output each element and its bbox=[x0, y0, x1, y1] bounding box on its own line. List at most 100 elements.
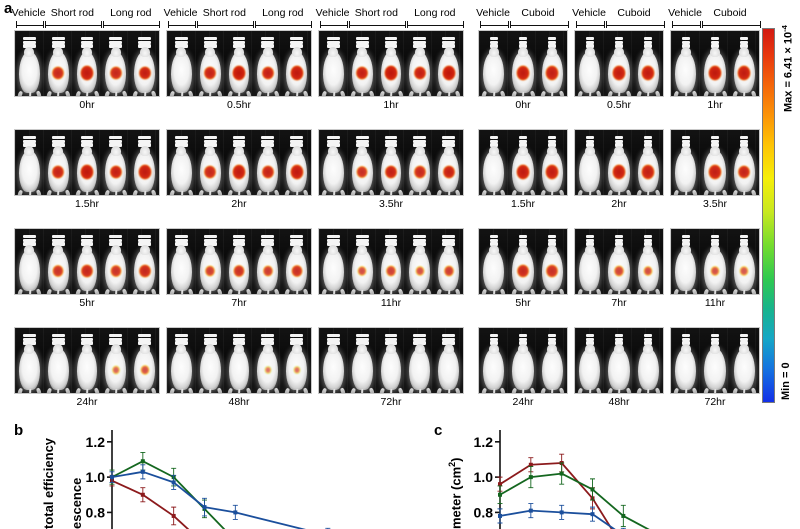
mouse-tail bbox=[521, 190, 525, 195]
mouse-body bbox=[733, 150, 755, 193]
mouse-image bbox=[731, 344, 757, 393]
cage-marker bbox=[22, 139, 36, 143]
cage-marker bbox=[355, 238, 369, 242]
mouse-head bbox=[584, 344, 595, 355]
cage-marker bbox=[355, 242, 369, 246]
mouse-body bbox=[380, 249, 402, 292]
cage-marker bbox=[548, 143, 557, 147]
cage-marker bbox=[51, 242, 65, 246]
group-bracket bbox=[701, 21, 761, 28]
scan-tile bbox=[14, 129, 160, 196]
mouse-body bbox=[608, 348, 630, 391]
scan-tile bbox=[574, 30, 664, 97]
cage-marker bbox=[203, 337, 217, 341]
mouse-tail bbox=[521, 289, 525, 294]
group-label: Long rod bbox=[262, 7, 304, 19]
mouse-body bbox=[579, 348, 601, 391]
mouse-tail bbox=[588, 91, 591, 96]
timepoint-label: 1.5hr bbox=[75, 198, 99, 210]
cage-marker bbox=[80, 242, 94, 246]
mouse-image bbox=[168, 344, 194, 393]
mouse-tail bbox=[447, 190, 450, 195]
mouse-image bbox=[255, 344, 281, 393]
mouse-head bbox=[517, 344, 529, 355]
mouse-head bbox=[739, 245, 750, 256]
mouse-tail bbox=[588, 190, 591, 195]
timepoint-label: 72hr bbox=[704, 396, 726, 408]
mouse-head bbox=[739, 146, 750, 157]
cage-marker bbox=[80, 143, 94, 147]
cage-marker bbox=[51, 341, 65, 345]
cage-marker bbox=[711, 238, 719, 242]
scan-tile bbox=[670, 129, 760, 196]
mouse-tail bbox=[85, 388, 89, 393]
mouse-head bbox=[24, 146, 35, 157]
cage-marker bbox=[290, 143, 304, 147]
mouse-head bbox=[443, 146, 454, 157]
group-bracket bbox=[479, 21, 509, 28]
mouse-image bbox=[226, 245, 252, 294]
cage-marker bbox=[548, 334, 557, 338]
scan-tile bbox=[574, 228, 664, 295]
group-header-row: Vehicle Cuboid Vehicle Cuboid Vehicle Cuboid bbox=[476, 8, 761, 30]
cage-marker bbox=[740, 242, 749, 246]
cage-marker bbox=[644, 242, 653, 246]
cage-marker bbox=[413, 334, 427, 338]
colorbar-max-exponent: -4 bbox=[780, 25, 789, 32]
cage-marker bbox=[519, 341, 527, 345]
cage-marker bbox=[740, 235, 749, 239]
group-label: Short rod bbox=[202, 7, 246, 19]
mouse-image bbox=[74, 47, 100, 96]
data-point bbox=[621, 513, 626, 518]
mouse-body bbox=[541, 249, 563, 292]
mouse-image bbox=[16, 245, 42, 294]
mouse-body bbox=[105, 348, 127, 391]
mouse-body bbox=[733, 249, 755, 292]
mouse-tail bbox=[713, 91, 717, 96]
cage-marker bbox=[109, 143, 123, 147]
group-bracket bbox=[319, 21, 348, 28]
mouse-image bbox=[606, 344, 632, 393]
cage-marker bbox=[519, 136, 527, 140]
mouse-head bbox=[234, 146, 244, 157]
mouse-head bbox=[291, 47, 302, 58]
mouse-head bbox=[82, 245, 92, 256]
timepoint-label: 7hr bbox=[231, 297, 247, 309]
mouse-body bbox=[512, 150, 534, 193]
mouse-tail bbox=[684, 289, 687, 294]
mouse-image bbox=[255, 146, 281, 195]
cage-marker bbox=[413, 37, 427, 41]
cage-marker bbox=[615, 44, 623, 48]
mouse-head bbox=[443, 245, 454, 256]
mouse-image bbox=[45, 344, 71, 393]
cage-marker bbox=[290, 235, 304, 239]
mouse-body bbox=[286, 51, 307, 94]
mouse-tail bbox=[237, 388, 241, 393]
group-bracket bbox=[509, 21, 569, 28]
cage-marker bbox=[711, 341, 719, 345]
mouse-image bbox=[672, 146, 699, 195]
mouse-body bbox=[171, 348, 192, 391]
cage-marker bbox=[681, 337, 690, 341]
cage-marker bbox=[711, 37, 719, 41]
cage-marker bbox=[585, 238, 594, 242]
cage-marker bbox=[548, 238, 557, 242]
panel-letter-b: b bbox=[14, 422, 24, 439]
cage-marker bbox=[615, 238, 623, 242]
cage-marker bbox=[442, 341, 456, 345]
cage-marker bbox=[326, 44, 340, 48]
mouse-body bbox=[228, 249, 250, 292]
cage-marker bbox=[80, 139, 94, 143]
mouse-image bbox=[378, 146, 404, 195]
cage-marker bbox=[585, 235, 594, 239]
mouse-body bbox=[675, 150, 697, 193]
mouse-head bbox=[443, 344, 454, 355]
scan-tile bbox=[478, 228, 568, 295]
cage-marker bbox=[644, 40, 653, 44]
mouse-image bbox=[731, 245, 757, 294]
timepoint-label: 24hr bbox=[512, 396, 534, 408]
mouse-head bbox=[357, 146, 368, 157]
mouse-body bbox=[704, 51, 726, 94]
mouse-tail bbox=[237, 289, 241, 294]
cage-marker bbox=[442, 334, 456, 338]
